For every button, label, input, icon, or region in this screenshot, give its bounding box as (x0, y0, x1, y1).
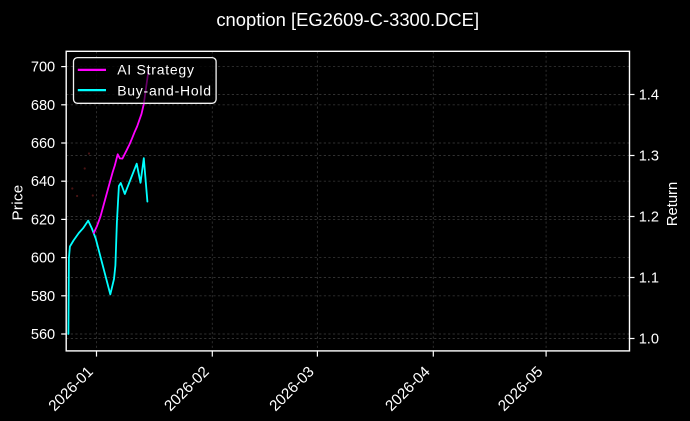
svg-text:580: 580 (31, 289, 55, 305)
svg-text:700: 700 (31, 60, 55, 76)
svg-text:560: 560 (31, 327, 55, 343)
svg-text:1.1: 1.1 (639, 271, 659, 287)
svg-text:640: 640 (31, 174, 55, 190)
svg-text:Buy-and-Hold: Buy-and-Hold (117, 82, 212, 98)
svg-text:Return: Return (665, 182, 681, 226)
svg-text:680: 680 (31, 98, 55, 114)
svg-text:1.3: 1.3 (639, 149, 659, 165)
svg-text:AI Strategy: AI Strategy (117, 62, 195, 78)
svg-text:1.0: 1.0 (639, 332, 659, 348)
svg-text:1.2: 1.2 (639, 210, 659, 226)
svg-text:Price: Price (9, 184, 26, 220)
svg-text:1.4: 1.4 (639, 88, 659, 104)
svg-text:600: 600 (31, 251, 55, 267)
svg-text:660: 660 (31, 136, 55, 152)
svg-text:cnoption [EG2609-C-3300.DCE]: cnoption [EG2609-C-3300.DCE] (216, 9, 479, 30)
svg-text:620: 620 (31, 212, 55, 228)
